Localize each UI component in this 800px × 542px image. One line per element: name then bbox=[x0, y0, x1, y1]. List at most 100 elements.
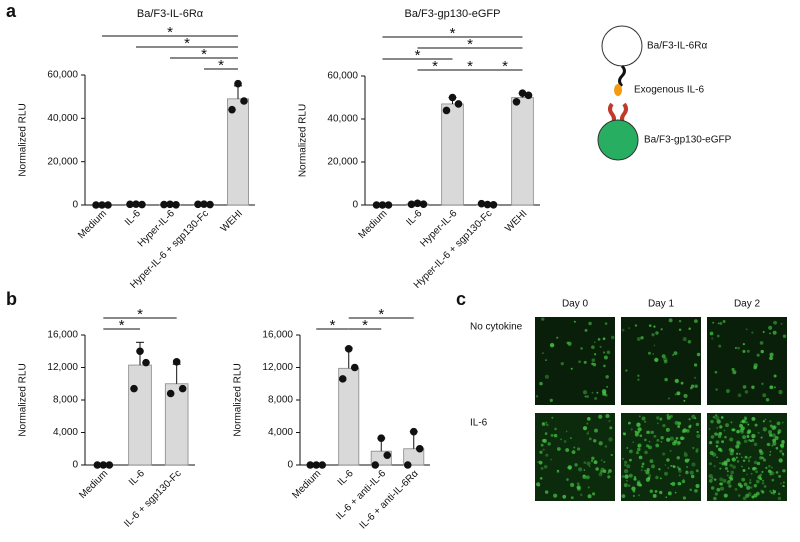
cell-dot bbox=[682, 478, 685, 481]
replicate-point bbox=[240, 97, 248, 105]
cell-dot bbox=[636, 480, 641, 485]
cell-dot bbox=[691, 462, 696, 467]
y-tick-label: 40,000 bbox=[47, 113, 78, 124]
cell-dot bbox=[744, 420, 748, 424]
cell-dot bbox=[768, 325, 773, 330]
cell-dot bbox=[539, 450, 543, 454]
cell-dot bbox=[755, 479, 760, 484]
cell-dot bbox=[778, 389, 783, 395]
cell-dot bbox=[583, 461, 587, 465]
cell-dot bbox=[726, 458, 731, 463]
cell-dot bbox=[719, 462, 721, 464]
cell-dot bbox=[573, 320, 576, 323]
replicate-point bbox=[350, 363, 359, 372]
replicate-point bbox=[93, 461, 102, 469]
x-tick-label: Medium bbox=[290, 468, 323, 501]
cell-dot bbox=[624, 463, 627, 467]
cell-dot bbox=[628, 473, 633, 478]
cell-dot bbox=[683, 399, 686, 402]
cell-dot bbox=[623, 468, 629, 474]
cell-dot bbox=[602, 469, 607, 473]
cell-dot bbox=[722, 478, 727, 483]
cell-dot bbox=[751, 416, 756, 421]
cell-dot bbox=[695, 483, 700, 489]
replicate-point bbox=[136, 347, 144, 356]
cell-dot bbox=[587, 486, 590, 489]
cell-dot bbox=[631, 486, 636, 491]
cell-dot bbox=[770, 471, 775, 476]
cell-dot bbox=[544, 432, 548, 435]
y-tick-label: 4,000 bbox=[268, 427, 293, 438]
cell-dot bbox=[773, 386, 776, 389]
cell-dot bbox=[633, 475, 637, 479]
cell-dot bbox=[632, 441, 634, 444]
cell-dot bbox=[597, 338, 601, 341]
significance-label: * bbox=[218, 57, 224, 74]
cell-dot bbox=[694, 488, 698, 493]
cell-dot bbox=[736, 441, 741, 446]
cell-dot bbox=[751, 433, 756, 439]
cell-dot bbox=[540, 443, 544, 447]
cell-dot bbox=[774, 435, 779, 441]
cell-dot bbox=[646, 468, 650, 472]
cell-dot bbox=[626, 447, 629, 449]
cell-dot bbox=[762, 331, 765, 333]
cell-dot bbox=[583, 469, 586, 471]
replicate-point bbox=[172, 200, 180, 209]
cell-dot bbox=[543, 464, 548, 469]
cell-dot bbox=[566, 341, 570, 345]
cell-dot bbox=[696, 430, 699, 434]
cell-dot bbox=[637, 427, 642, 432]
cell-dot bbox=[623, 483, 628, 488]
cell-dot bbox=[666, 415, 671, 420]
cell-dot bbox=[667, 397, 671, 400]
cell-dot bbox=[652, 353, 655, 355]
cell-dot bbox=[605, 413, 610, 419]
cell-dot bbox=[735, 456, 738, 459]
cell-dot bbox=[633, 477, 637, 481]
cell-dot bbox=[656, 416, 660, 420]
cell-dot bbox=[684, 458, 689, 463]
cell-dot bbox=[630, 449, 633, 452]
replicate-point bbox=[126, 200, 134, 209]
cell-dot bbox=[762, 393, 767, 398]
x-tick-label: Medium bbox=[77, 468, 110, 501]
cell-dot bbox=[637, 378, 640, 381]
y-tick-label: 60,000 bbox=[47, 70, 78, 81]
cell-dot bbox=[718, 432, 723, 436]
cell-dot bbox=[771, 478, 775, 482]
row-label: No cytokine bbox=[470, 322, 523, 333]
replicate-point bbox=[483, 200, 492, 209]
cell-dot bbox=[656, 422, 659, 425]
cell-dot bbox=[773, 320, 777, 325]
cell-dot bbox=[606, 385, 609, 388]
cell-dot bbox=[584, 328, 588, 332]
cell-dot bbox=[649, 489, 653, 493]
cell-dot bbox=[666, 458, 670, 462]
cell-dot bbox=[621, 494, 626, 499]
cell-dot bbox=[599, 345, 602, 348]
cell-dot bbox=[771, 433, 776, 438]
cell-dot bbox=[605, 375, 609, 379]
bar bbox=[227, 98, 249, 206]
cell-dot bbox=[660, 440, 663, 443]
significance-label: * bbox=[432, 58, 438, 75]
x-tick-label: IL-6 bbox=[405, 208, 425, 228]
cell-dot bbox=[673, 439, 678, 444]
cell-dot bbox=[782, 481, 785, 484]
cell-dot bbox=[736, 429, 740, 434]
cell-dot bbox=[544, 374, 549, 379]
replicate-point bbox=[306, 461, 315, 469]
cell-dot bbox=[635, 451, 640, 455]
cell-dot bbox=[708, 474, 713, 479]
micrograph bbox=[707, 413, 787, 501]
cell-il6r bbox=[601, 25, 643, 67]
cell-dot bbox=[640, 469, 643, 471]
cell-dot bbox=[688, 418, 691, 421]
micrograph bbox=[621, 317, 701, 405]
cell-dot bbox=[678, 467, 681, 471]
cell-dot bbox=[648, 440, 651, 443]
cell-dot bbox=[780, 443, 785, 448]
replicate-point bbox=[178, 384, 187, 393]
cell-dot bbox=[765, 398, 770, 402]
